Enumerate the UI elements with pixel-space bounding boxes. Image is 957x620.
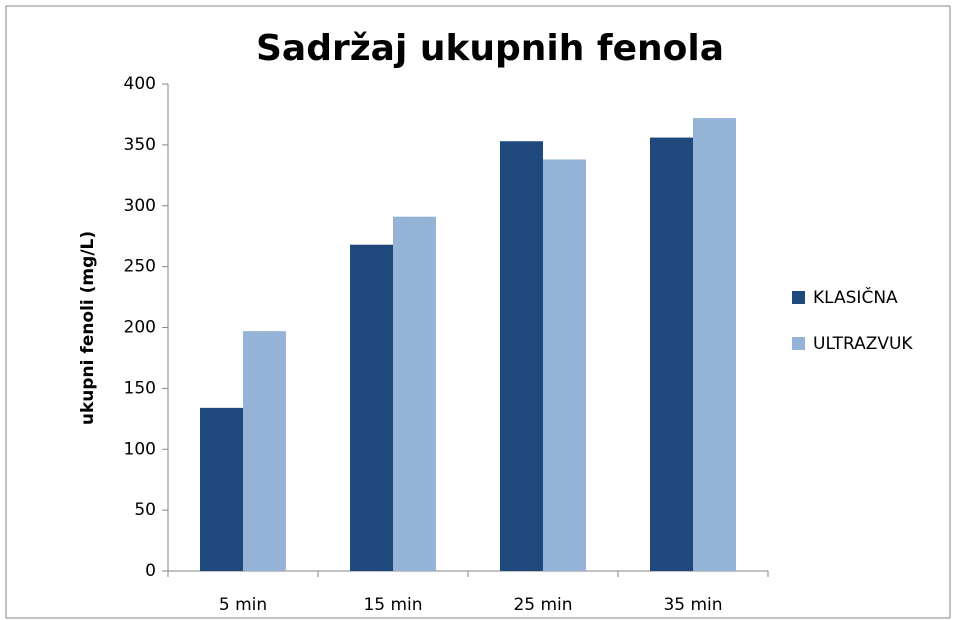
y-tick-label: 50 <box>134 500 156 520</box>
y-axis-label: ukupni fenoli (mg/L) <box>78 231 98 425</box>
chart-title: Sadržaj ukupnih fenola <box>256 28 724 69</box>
x-tick-label: 25 min <box>513 595 572 615</box>
x-tick-label: 35 min <box>663 595 722 615</box>
y-tick-label: 100 <box>124 439 156 459</box>
legend-label: KLASIČNA <box>813 286 898 308</box>
bar <box>200 407 243 571</box>
chart-frame <box>5 5 951 619</box>
bar <box>243 331 286 571</box>
y-tick-label: 0 <box>145 561 156 581</box>
x-tick-label: 5 min <box>219 595 267 615</box>
legend-label: ULTRAZVUK <box>813 334 913 354</box>
bar <box>650 137 693 571</box>
legend-swatch <box>792 337 805 350</box>
bar <box>543 159 586 572</box>
bar <box>693 118 736 571</box>
legend-swatch <box>792 291 805 304</box>
y-tick-label: 400 <box>124 74 156 94</box>
bar <box>393 216 436 571</box>
y-tick-label: 150 <box>124 378 156 398</box>
y-tick-label: 350 <box>124 135 156 155</box>
bar <box>350 244 393 571</box>
y-tick-label: 300 <box>124 196 156 216</box>
bar <box>500 141 543 571</box>
x-tick-label: 15 min <box>363 595 422 615</box>
y-tick-label: 200 <box>124 318 156 338</box>
y-tick-label: 250 <box>124 257 156 277</box>
